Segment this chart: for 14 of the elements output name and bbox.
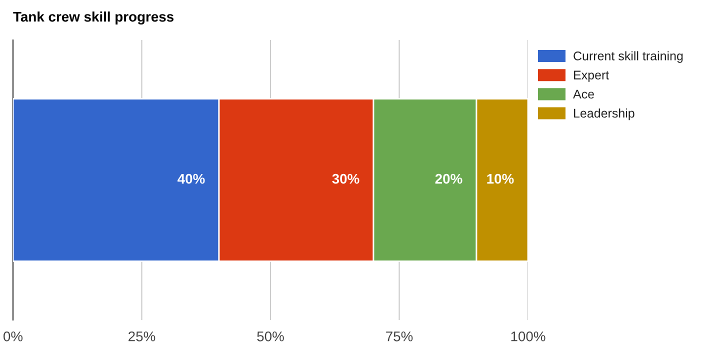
x-tick-label: 50%	[257, 331, 284, 342]
legend-label: Current skill training	[574, 51, 683, 63]
data-label: 10%	[487, 174, 514, 184]
data-label: 40%	[178, 174, 205, 184]
legend-label: Expert	[574, 70, 610, 82]
data-label: 30%	[332, 174, 360, 184]
chart-title: Tank crew skill progress	[13, 11, 174, 25]
data-label: 20%	[435, 174, 462, 184]
legend-label: Leadership	[574, 108, 634, 120]
x-tick-label: 25%	[128, 331, 156, 342]
legend-label: Ace	[573, 90, 594, 99]
x-tick-label: 0%	[4, 331, 23, 342]
x-tick-label: 75%	[386, 332, 413, 342]
x-tick-label: 100%	[511, 331, 546, 342]
